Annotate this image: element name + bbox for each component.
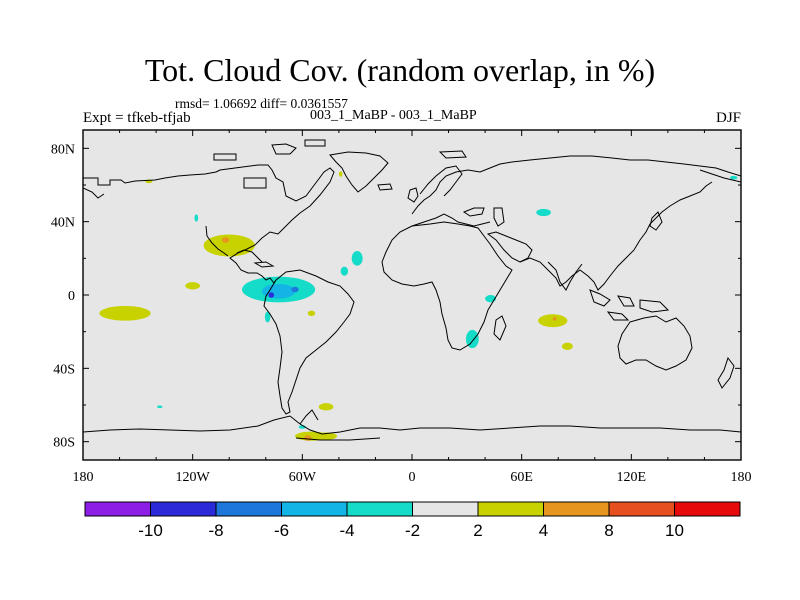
coastline-baja [205, 225, 229, 257]
anomaly-region [318, 403, 334, 411]
x-tick-label: 60W [289, 470, 317, 485]
x-tick-label: 120W [176, 470, 211, 485]
anomaly-region [315, 432, 338, 440]
coastline-new-zealand [717, 356, 735, 389]
chart-subtitle: 003_1_MaBP - 003_1_MaBP [310, 108, 477, 123]
x-tick-label: 60E [510, 470, 533, 485]
colorbar-swatch [674, 501, 741, 517]
coastline-south-america [263, 269, 355, 415]
coastline-arctic-islands [213, 139, 467, 189]
anomaly-layer [99, 171, 738, 441]
coastline-sea-islands [589, 289, 670, 321]
colorbar-label: 8 [604, 521, 613, 540]
anomaly-region [185, 282, 200, 290]
anomaly-region [536, 208, 551, 217]
colorbar-swatch [215, 501, 282, 517]
colorbar-swatch [477, 501, 544, 517]
anomaly-region [304, 435, 312, 441]
anomaly-region [552, 317, 557, 321]
coastline-africa [381, 221, 513, 351]
coastline-arabia [486, 231, 533, 263]
colorbar-label: -6 [274, 521, 289, 540]
anomaly-region [465, 329, 479, 349]
y-tick-label: 40S [53, 362, 75, 377]
coastline-gulf [236, 249, 263, 263]
anomaly-region [351, 251, 363, 266]
stats-text: rmsd= 1.06692 diff= 0.0361557 [175, 96, 348, 111]
colorbar-label: 4 [539, 521, 548, 540]
anomaly-region [268, 292, 275, 298]
colorbar-label: 2 [473, 521, 482, 540]
coastline-antarctic-peninsula [299, 409, 319, 425]
x-axis: 180 120W 60W 0 60E 120E 180 [73, 130, 752, 485]
coastline-japan [649, 211, 663, 231]
coastline-iceland [377, 183, 393, 191]
coastline-europe [411, 161, 513, 215]
coastline-alaska [83, 169, 741, 199]
coastlines [83, 139, 741, 441]
anomaly-region [338, 171, 343, 177]
x-tick-label: 0 [409, 470, 416, 485]
coastline-americas-north [83, 164, 335, 284]
coastline-asia [511, 155, 741, 291]
colorbar-label: 10 [665, 521, 684, 540]
colorbar-swatch [84, 501, 151, 517]
coastline-madagascar [493, 315, 507, 341]
coastline-scandinavia [419, 165, 463, 197]
coastline-antarctica [83, 415, 741, 435]
anomaly-region [99, 306, 151, 321]
coastline-india [547, 261, 583, 291]
y-tick-label: 40N [51, 216, 75, 231]
colorbar-label: -10 [138, 521, 163, 540]
coastline-cuba [253, 261, 275, 268]
anomaly-region [264, 311, 271, 323]
y-tick-label: 0 [68, 289, 75, 304]
colorbar-swatch [281, 501, 348, 517]
y-tick-label: 80S [53, 436, 75, 451]
anomaly-region [561, 342, 573, 351]
season-label: DJF [715, 110, 741, 126]
colorbar-label: -2 [405, 521, 420, 540]
experiment-label: Expt = tfkeb-tfjab [83, 110, 191, 126]
y-tick-label: 80N [51, 142, 75, 157]
anomaly-region [538, 314, 568, 328]
anomaly-region [221, 237, 230, 243]
colorbar: -10 -8 -6 -4 -2 2 4 8 10 [84, 501, 741, 540]
colorbar-swatch [346, 501, 413, 517]
coastline-caspian [493, 207, 505, 227]
colorbar-swatch [150, 501, 217, 517]
anomaly-region [291, 286, 299, 293]
colorbar-label: -4 [339, 521, 354, 540]
x-tick-label: 180 [73, 470, 94, 485]
colorbar-label: -8 [208, 521, 223, 540]
y-axis: 80N 40N 0 40S 80S [51, 142, 741, 451]
anomaly-region [340, 266, 349, 276]
colorbar-swatch [543, 501, 610, 517]
colorbar-swatch [608, 501, 675, 517]
anomaly-region [157, 405, 163, 409]
x-tick-label: 120E [617, 470, 647, 485]
coastline-mediterranean [411, 213, 491, 227]
colorbar-swatch [412, 501, 479, 517]
coastline-ice-shelf [295, 437, 381, 441]
coastline-australia [617, 315, 693, 371]
x-tick-label: 180 [731, 470, 752, 485]
map-background [83, 130, 741, 460]
anomaly-region [203, 234, 255, 257]
anomaly-region [307, 310, 316, 317]
anomaly-region [730, 175, 738, 180]
chart-title: Tot. Cloud Cov. (random overlap, in %) [144, 52, 656, 88]
coastline-uk [407, 187, 419, 203]
coastline-greenland [329, 151, 389, 193]
anomaly-region [194, 214, 199, 222]
anomaly-region [262, 284, 296, 299]
coastline-black-sea [462, 207, 485, 217]
